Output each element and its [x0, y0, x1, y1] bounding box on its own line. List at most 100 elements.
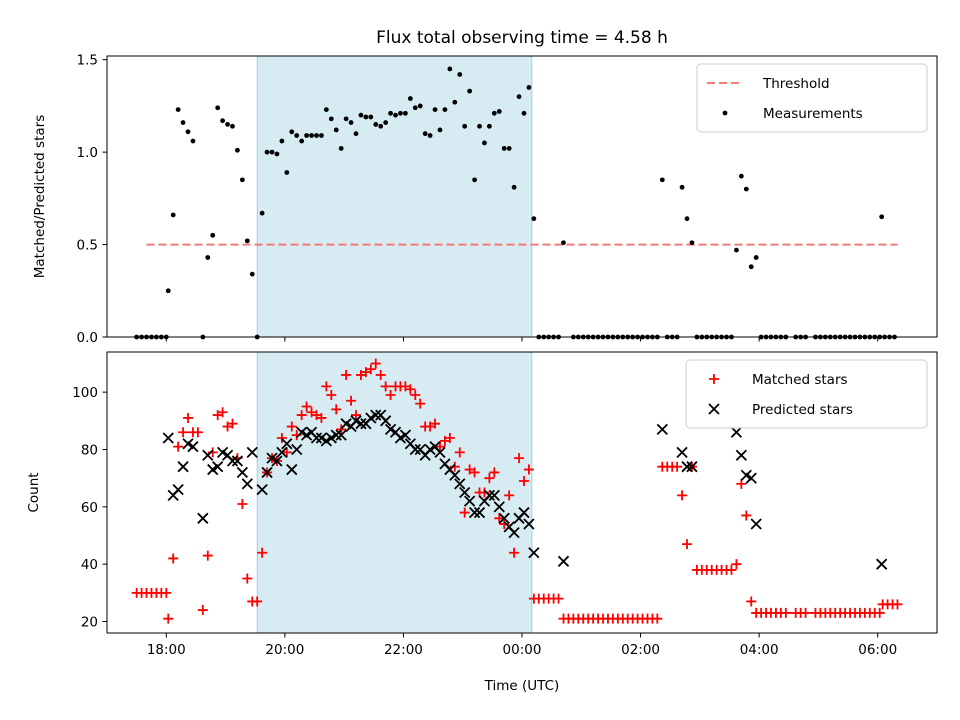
data-point [676, 446, 688, 458]
data-point [508, 527, 520, 539]
x-tick-label: 00:00 [503, 642, 542, 658]
data-point [358, 112, 364, 118]
data-point [346, 395, 357, 406]
data-point [264, 149, 270, 155]
data-point [682, 539, 693, 550]
data-point [523, 464, 534, 475]
data-point [370, 409, 382, 421]
y-tick-label: 0.0 [77, 330, 98, 346]
data-point [659, 177, 665, 183]
data-point [486, 123, 492, 129]
data-point [726, 564, 737, 575]
data-point [336, 424, 347, 435]
data-point [689, 240, 695, 246]
data-point [281, 438, 293, 450]
data-point [468, 506, 481, 519]
data-point [484, 473, 495, 484]
x-tick-label: 04:00 [740, 642, 779, 658]
data-point [286, 463, 298, 476]
data-point [506, 146, 512, 151]
data-point [236, 466, 249, 479]
data-point [449, 469, 461, 481]
data-point [403, 110, 408, 116]
data-point [511, 184, 517, 190]
data-point [368, 114, 374, 120]
data-point [205, 255, 211, 260]
data-point [531, 216, 537, 222]
data-point [187, 440, 199, 453]
data-point [422, 131, 428, 137]
data-point [447, 66, 453, 72]
data-point [331, 404, 342, 415]
data-point [383, 120, 389, 125]
data-point [780, 607, 791, 618]
x-tick-label: 20:00 [265, 642, 304, 658]
data-point [518, 476, 529, 487]
data-point [338, 146, 344, 151]
data-point [463, 495, 476, 507]
data-point [274, 151, 280, 157]
legend-marker [708, 403, 720, 415]
data-point [348, 120, 354, 125]
data-point [175, 107, 181, 113]
data-point [879, 214, 885, 220]
data-point [291, 443, 303, 456]
data-point [528, 547, 540, 559]
data-point [226, 455, 239, 467]
legend-box [696, 63, 928, 133]
data-point [197, 512, 209, 524]
legend-marker [722, 110, 728, 116]
data-point [202, 550, 213, 561]
data-point [454, 447, 465, 458]
y-tick-label: 20 [81, 615, 98, 631]
data-point [235, 147, 240, 153]
data-point [652, 613, 663, 624]
data-point [459, 507, 470, 518]
data-point [276, 433, 287, 444]
data-point [731, 559, 742, 570]
data-point [561, 240, 566, 246]
data-point [656, 423, 668, 436]
data-point [215, 105, 221, 111]
data-point [231, 455, 244, 467]
data-point [165, 288, 171, 294]
data-point [488, 489, 500, 502]
data-point [743, 186, 749, 192]
data-point [178, 427, 189, 438]
data-point [319, 133, 324, 138]
data-point [363, 114, 369, 120]
data-point [892, 599, 903, 610]
y-tick-label: 1.5 [77, 53, 98, 69]
data-point [286, 421, 297, 432]
data-point [477, 123, 482, 129]
data-point [483, 489, 496, 502]
data-point [341, 369, 352, 380]
x-tick-label: 22:00 [384, 642, 423, 658]
data-point [177, 461, 189, 473]
data-point [442, 107, 448, 113]
data-point [672, 461, 683, 472]
data-point [333, 127, 339, 133]
data-point [745, 472, 757, 484]
data-point [304, 133, 309, 138]
data-point [753, 255, 759, 260]
data-point [281, 447, 292, 458]
data-point [437, 127, 443, 133]
data-point [681, 461, 693, 473]
data-point [321, 381, 332, 392]
data-point [225, 122, 230, 127]
data-point [473, 506, 486, 519]
legend-label: Threshold [762, 76, 830, 92]
data-point [405, 384, 416, 395]
data-point [738, 173, 744, 179]
data-point [257, 547, 268, 558]
data-point [410, 390, 421, 401]
data-point [239, 177, 245, 183]
data-point [874, 607, 885, 618]
data-point [202, 449, 214, 461]
data-point [462, 123, 468, 129]
y-tick-label: 0.5 [77, 238, 98, 254]
data-point [252, 596, 263, 607]
data-point [399, 429, 412, 441]
data-point [170, 212, 176, 218]
